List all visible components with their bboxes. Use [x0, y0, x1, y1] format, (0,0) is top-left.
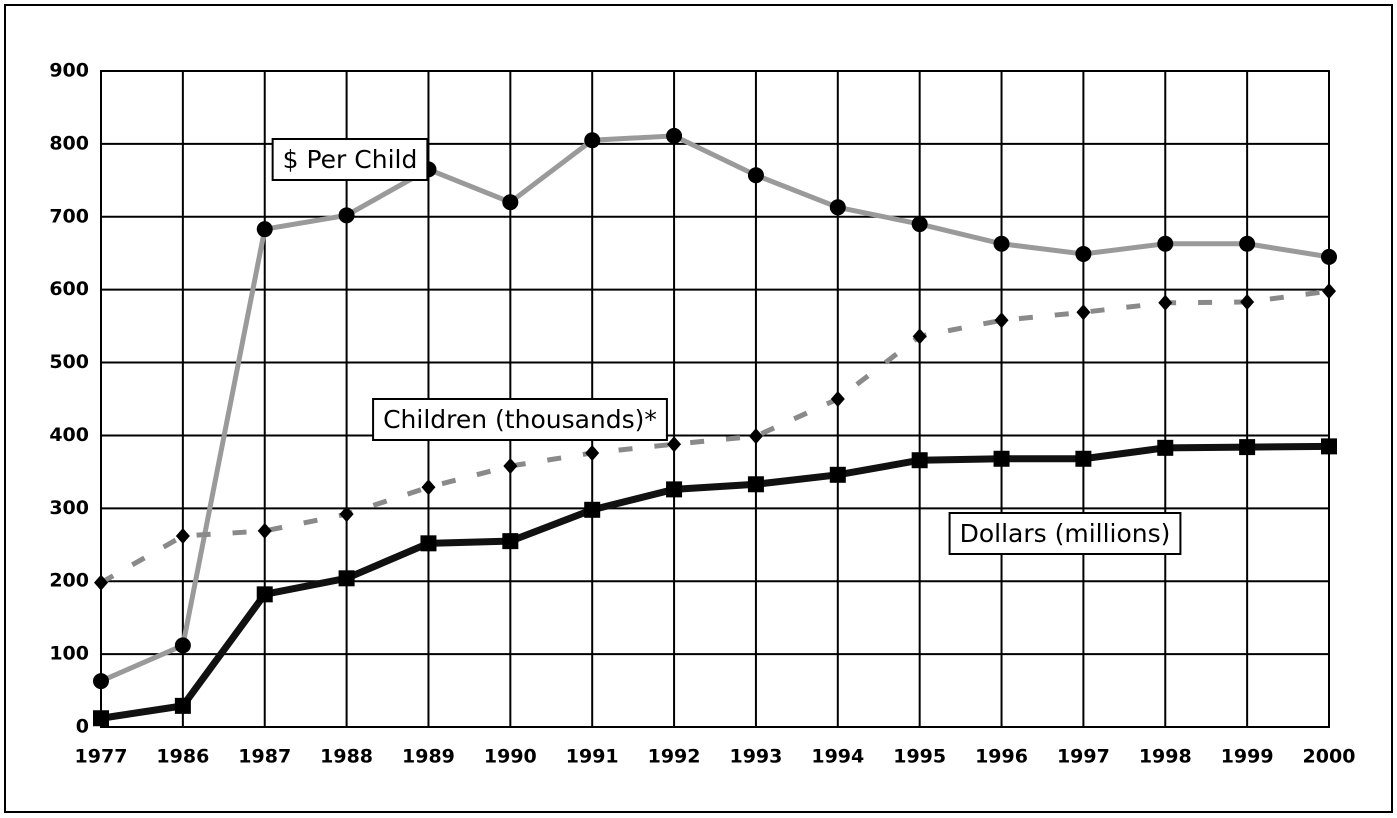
point [1321, 438, 1337, 455]
series-label-box [372, 398, 668, 441]
frame [4, 4, 1393, 813]
x-tick-label: 1993 [729, 746, 782, 768]
x-tick-label: 1990 [484, 746, 537, 768]
point [256, 221, 273, 238]
point [502, 194, 519, 211]
x-tick-label: 1989 [402, 746, 455, 768]
x-tick-label: 2000 [1303, 746, 1356, 768]
point [503, 458, 518, 475]
point [585, 444, 600, 461]
point [94, 574, 108, 591]
point [993, 235, 1010, 252]
point [747, 476, 764, 493]
point [175, 528, 190, 545]
y-tick-label: 500 [49, 351, 89, 373]
point [421, 479, 436, 496]
point [338, 207, 355, 224]
point [830, 391, 845, 407]
y-tick-label: 0 [76, 716, 89, 738]
x-tick-label: 1988 [320, 746, 373, 768]
point [666, 127, 683, 144]
x-tick-label: 1995 [893, 746, 946, 768]
y-tick-label: 800 [49, 132, 89, 154]
point [584, 132, 601, 149]
series-line [100, 133, 1330, 684]
point [1076, 304, 1091, 321]
point [93, 710, 109, 727]
point [420, 535, 437, 552]
point [1322, 283, 1336, 300]
point [584, 501, 601, 518]
point [256, 586, 273, 603]
series-label: Dollars (millions) [960, 519, 1171, 548]
point [1239, 439, 1256, 456]
point [174, 697, 191, 714]
point [748, 428, 763, 445]
point [1158, 294, 1173, 311]
series-label: Children (thousands)* [383, 405, 657, 434]
series-label: $ Per Child [283, 145, 418, 174]
series-label-box [271, 138, 429, 181]
point [747, 167, 764, 184]
x-tick-label: 1997 [1057, 746, 1110, 768]
point [339, 506, 354, 523]
y-tick-label: 600 [49, 278, 89, 300]
y-tick-label: 700 [49, 205, 89, 227]
x-tick-label: 1991 [566, 746, 619, 768]
y-tick-label: 900 [49, 60, 89, 82]
point [1239, 235, 1256, 252]
point [1157, 235, 1174, 252]
x-tick-label: 1986 [156, 746, 209, 768]
point [1240, 294, 1255, 311]
point [911, 216, 928, 233]
point [1075, 245, 1092, 262]
point [993, 450, 1010, 467]
y-tick-label: 300 [49, 497, 89, 519]
point [829, 466, 846, 483]
series-label-box [948, 512, 1182, 555]
point [911, 452, 928, 469]
point [502, 533, 519, 550]
point [912, 328, 927, 345]
point [994, 312, 1009, 329]
point [257, 522, 272, 539]
point [1321, 248, 1337, 265]
series-line [100, 442, 1330, 722]
y-tick-label: 100 [49, 643, 89, 665]
point [1157, 439, 1174, 456]
x-tick-label: 1996 [975, 746, 1028, 768]
point [338, 570, 355, 587]
x-tick-label: 1999 [1221, 746, 1274, 768]
y-tick-label: 200 [49, 570, 89, 592]
point [829, 199, 846, 216]
x-tick-label: 1977 [75, 746, 128, 768]
x-tick-label: 1998 [1139, 746, 1192, 768]
x-tick-label: 1994 [811, 746, 864, 768]
point [93, 673, 109, 690]
x-tick-label: 1987 [238, 746, 291, 768]
x-tick-label: 1992 [648, 746, 701, 768]
point [1075, 450, 1092, 467]
point [667, 436, 682, 453]
point [174, 637, 191, 654]
series-line [99, 288, 1330, 585]
point [666, 481, 683, 498]
y-tick-label: 400 [49, 424, 89, 446]
